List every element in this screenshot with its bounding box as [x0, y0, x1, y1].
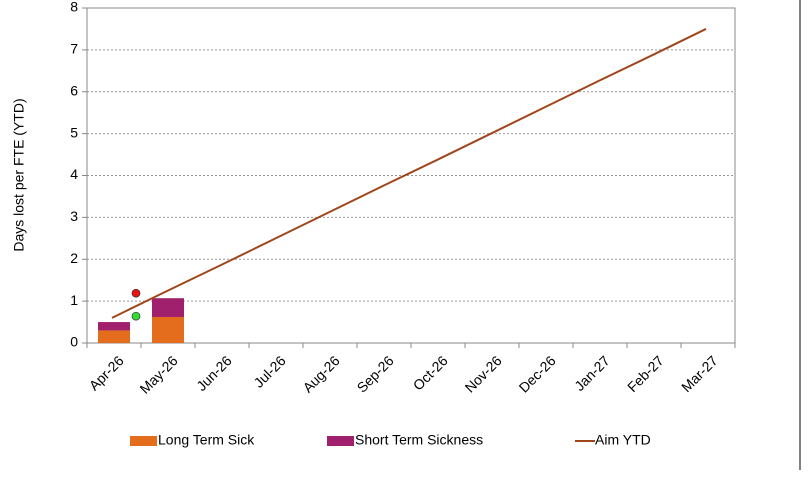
y-tick-label: 0	[70, 334, 78, 350]
x-tick-label: Jul-26	[250, 352, 288, 390]
y-tick-label: 1	[70, 292, 78, 308]
legend-label: Aim YTD	[595, 432, 651, 448]
x-tick-label: Nov-26	[462, 352, 505, 395]
bar	[98, 330, 130, 343]
x-tick-label: Feb-27	[624, 352, 667, 395]
legend-label: Long Term Sick	[158, 432, 255, 448]
line	[111, 28, 707, 319]
bar	[152, 298, 184, 318]
x-tick-label: Aug-26	[299, 352, 342, 395]
y-tick-label: 6	[70, 82, 78, 98]
y-tick-label: 8	[70, 0, 78, 15]
legend-swatch	[130, 436, 157, 446]
legend-label: Short Term Sickness	[355, 432, 483, 448]
x-tick-label: Oct-26	[410, 352, 451, 393]
y-tick-label: 3	[70, 208, 78, 224]
point	[131, 288, 141, 298]
x-tick-label: Apr-26	[86, 352, 127, 393]
bar	[152, 317, 184, 343]
y-tick-label: 2	[70, 250, 78, 266]
legend-swatch	[327, 436, 354, 446]
x-tick-label: May-26	[136, 352, 180, 396]
bar	[98, 322, 130, 331]
y-tick-label: 4	[70, 166, 78, 182]
y-axis-label: Days lost per FTE (YTD)	[11, 98, 27, 251]
x-tick-label: Mar-27	[678, 352, 721, 395]
y-tick-label: 7	[70, 41, 78, 57]
y-tick-label: 5	[70, 124, 78, 140]
x-tick-label: Sep-26	[353, 352, 396, 395]
x-tick-label: Jun-26	[193, 352, 235, 394]
x-tick-label: Dec-26	[516, 352, 559, 395]
x-tick-label: Jan-27	[571, 352, 613, 394]
point	[131, 311, 141, 321]
